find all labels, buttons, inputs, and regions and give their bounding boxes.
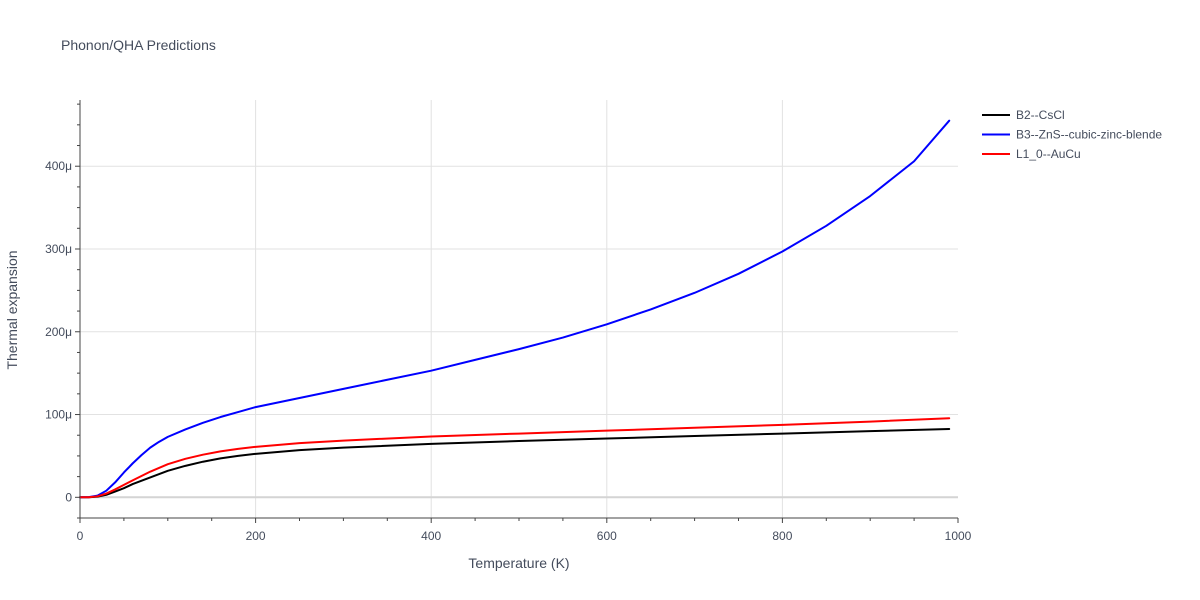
- y-tick-label: 200μ: [45, 325, 72, 339]
- y-tick-label: 0: [65, 490, 72, 504]
- legend-item[interactable]: L1_0--AuCu: [982, 147, 1081, 161]
- axes: 0 200 400 600 800 1000 0 100μ 200μ 300μ 400μ: [45, 100, 972, 543]
- x-tick-label: 0: [77, 529, 84, 543]
- grid: [80, 100, 958, 518]
- x-tick-label: 1000: [945, 529, 972, 543]
- legend-label: L1_0--AuCu: [1016, 147, 1081, 161]
- legend-label: B3--ZnS--cubic-zinc-blende: [1016, 128, 1162, 142]
- y-axis-title: Thermal expansion: [4, 250, 20, 369]
- chart-title: Phonon/QHA Predictions: [61, 37, 216, 53]
- y-tick-label: 400μ: [45, 159, 72, 173]
- legend-label: B2--CsCl: [1016, 108, 1065, 122]
- legend-item[interactable]: B2--CsCl: [982, 108, 1065, 122]
- series-line-1[interactable]: [79, 428, 951, 499]
- x-axis-title: Temperature (K): [468, 555, 569, 571]
- legend[interactable]: B2--CsCl B3--ZnS--cubic-zinc-blende L1_0--…: [982, 108, 1162, 161]
- legend-item[interactable]: B3--ZnS--cubic-zinc-blende: [982, 128, 1162, 142]
- series-line-3[interactable]: [79, 417, 951, 499]
- plot-area[interactable]: [79, 119, 951, 499]
- x-tick-label: 600: [597, 529, 617, 543]
- series-line-2[interactable]: [79, 119, 951, 499]
- y-tick-label: 300μ: [45, 242, 72, 256]
- x-tick-label: 200: [246, 529, 266, 543]
- x-tick-label: 400: [421, 529, 441, 543]
- x-tick-label: 800: [772, 529, 792, 543]
- y-tick-label: 100μ: [45, 408, 72, 422]
